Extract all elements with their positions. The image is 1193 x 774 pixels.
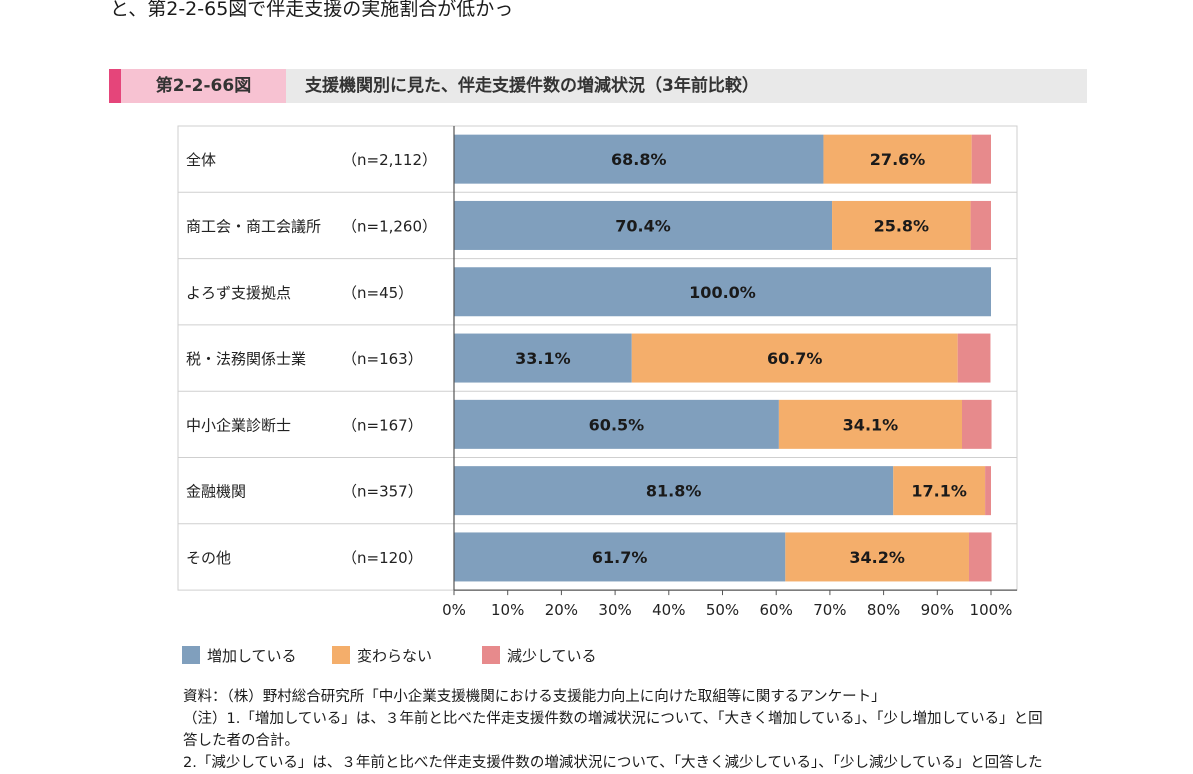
bar-segment-unchanged: [832, 200, 971, 250]
sample-size-label: （n=167）: [342, 416, 423, 434]
x-tick-label: 90%: [921, 601, 954, 619]
bar-segment-unchanged: [778, 399, 963, 449]
data-label: 60.7%: [767, 349, 823, 368]
legend-label-decrease: 減少している: [507, 646, 597, 665]
figure-title-bar: 第2-2-66図 支援機関別に見た、伴走支援件数の増減状況（3年前比較）: [109, 69, 1087, 103]
category-label: 全体: [186, 151, 216, 169]
data-label: 27.6%: [870, 150, 926, 169]
x-tick-label: 20%: [545, 601, 578, 619]
x-tick-label: 70%: [813, 601, 846, 619]
source-notes: 資料：（株）野村総合研究所「中小企業支援機関における支援能力向上に向けた取組等に…: [183, 686, 1043, 774]
legend-label-increase: 増加している: [207, 646, 297, 665]
note-source: 資料：（株）野村総合研究所「中小企業支援機関における支援能力向上に向けた取組等に…: [183, 689, 886, 705]
bar-segment-unchanged: [893, 466, 986, 516]
bar-segment-increase: [454, 466, 894, 516]
bar-segment-increase: [454, 399, 779, 449]
data-label: 34.2%: [849, 548, 905, 567]
x-tick-label: 50%: [706, 601, 739, 619]
bar-segment-decrease: [957, 333, 991, 383]
category-label: 中小企業診断士: [186, 416, 291, 434]
data-label: 60.5%: [589, 415, 645, 434]
bar-segment-unchanged: [631, 333, 958, 383]
bar-segment-increase: [454, 333, 632, 383]
figure-title: 支援機関別に見た、伴走支援件数の増減状況（3年前比較）: [305, 76, 759, 96]
category-label: 金融機関: [186, 483, 246, 501]
category-label: その他: [186, 549, 231, 567]
data-label: 100.0%: [689, 283, 756, 302]
data-label: 68.8%: [611, 150, 667, 169]
x-tick-label: 60%: [760, 601, 793, 619]
bar-segment-decrease: [968, 532, 992, 582]
x-tick-label: 100%: [970, 601, 1013, 619]
legend-item-decrease: 減少している: [482, 645, 597, 665]
sample-size-label: （n=120）: [342, 549, 423, 567]
note-1-continued: 答した者の合計。: [183, 733, 299, 749]
bar-segment-decrease: [962, 399, 992, 449]
legend-swatch-unchanged: [332, 646, 350, 664]
preceding-body-text: と、第2-2-65図で伴走支援の実施割合が低かっ: [110, 0, 514, 20]
bar-segment-unchanged: [785, 532, 969, 582]
bar-segment-decrease: [970, 200, 991, 250]
bar-segment-increase: [454, 200, 833, 250]
bar-segment-decrease: [985, 466, 991, 516]
bar-segment-increase: [454, 267, 991, 317]
category-label: 商工会・商工会議所: [186, 217, 321, 235]
data-label: 33.1%: [515, 349, 571, 368]
x-tick-label: 0%: [442, 601, 466, 619]
legend-swatch-increase: [182, 646, 200, 664]
title-accent-stripe: [109, 69, 121, 103]
note-1: （注）1.「増加している」は、３年前と比べた伴走支援件数の増減状況について、「大…: [183, 711, 1043, 727]
x-tick-label: 40%: [652, 601, 685, 619]
bar-segment-increase: [454, 134, 824, 184]
bar-segment-decrease: [971, 134, 991, 184]
category-label: 税・法務関係士業: [186, 350, 306, 368]
x-tick-label: 10%: [491, 601, 524, 619]
bar-segment-increase: [454, 532, 786, 582]
data-label: 61.7%: [592, 548, 648, 567]
data-label: 25.8%: [874, 216, 930, 235]
legend-item-unchanged: 変わらない: [332, 645, 432, 665]
data-label: 34.1%: [843, 415, 899, 434]
stacked-bar-chart: 全体 （n=2,112） 68.8% 27.6% 商工会・商工会議所 （n=1,260） 7…: [177, 125, 1018, 619]
sample-size-label: （n=357）: [342, 483, 423, 501]
bar-segment-unchanged: [823, 134, 972, 184]
x-tick-label: 30%: [598, 601, 631, 619]
legend-label-unchanged: 変わらない: [357, 646, 433, 665]
note-2: 2.「減少している」は、３年前と比べた伴走支援件数の増減状況について、「大きく減…: [183, 755, 1043, 771]
data-label: 70.4%: [615, 216, 671, 235]
legend-swatch-decrease: [482, 646, 500, 664]
sample-size-label: （n=2,112）: [342, 151, 437, 169]
legend-item-increase: 増加している: [182, 645, 297, 665]
sample-size-label: （n=163）: [342, 350, 423, 368]
sample-size-label: （n=1,260）: [342, 217, 437, 235]
x-tick-label: 80%: [867, 601, 900, 619]
sample-size-label: （n=45）: [342, 284, 413, 302]
figure-number: 第2-2-66図: [121, 69, 286, 103]
data-label: 81.8%: [646, 482, 702, 501]
data-label: 17.1%: [911, 482, 967, 501]
category-label: よろず支援拠点: [186, 284, 291, 302]
